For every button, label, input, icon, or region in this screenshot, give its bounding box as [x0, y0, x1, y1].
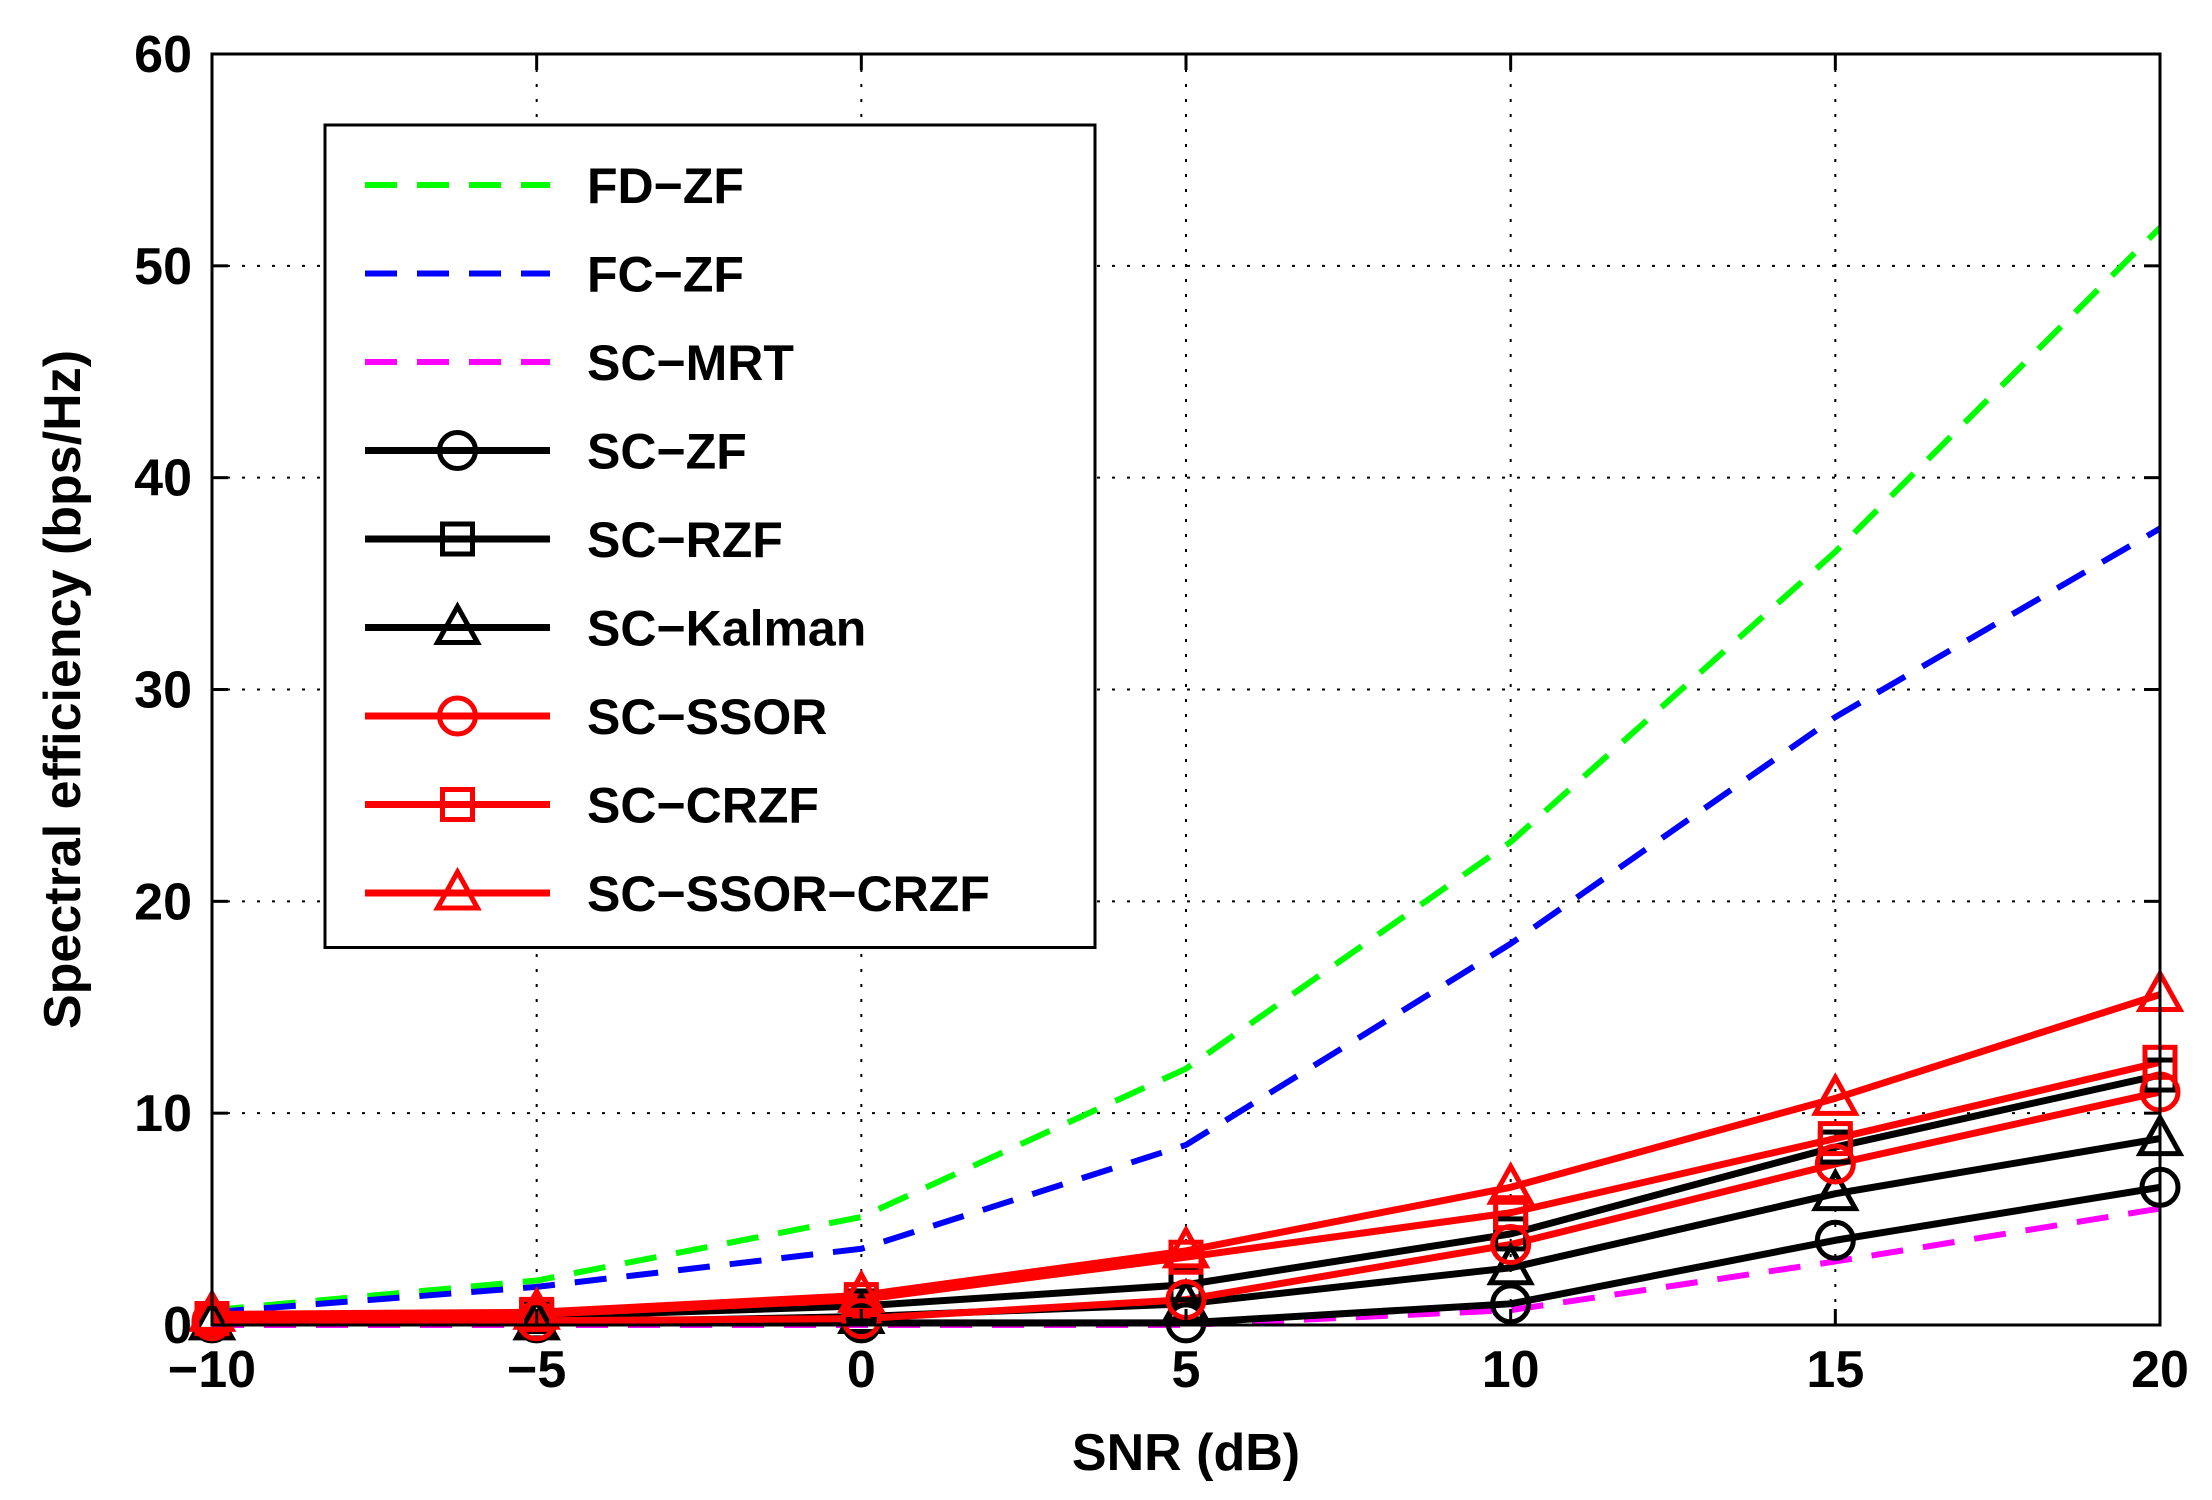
- legend-label-3: SC−MRT: [587, 335, 794, 391]
- legend-label-6: SC−Kalman: [587, 601, 866, 657]
- series-4-point: [1814, 1219, 1856, 1261]
- legend-label-5: SC−RZF: [587, 512, 783, 568]
- legend-label-7: SC−SSOR: [587, 689, 827, 745]
- legend-label-1: FD−ZF: [587, 158, 744, 214]
- legend-label-9: SC−SSOR−CRZF: [587, 866, 990, 922]
- legend-marker-9: [433, 866, 482, 911]
- y-axis-label: Spectral efficiency (bps/Hz): [34, 350, 92, 1029]
- series-line-1: [211, 225, 2163, 1314]
- x-tick-label: 5: [1172, 1341, 1201, 1399]
- legend-marker-7: [437, 695, 478, 737]
- legend-marker-6: [433, 601, 482, 645]
- legend-marker-4: [437, 430, 478, 471]
- y-tick-label: 0: [163, 1297, 192, 1355]
- legend-marker-8: [440, 787, 475, 822]
- series-9-point: [187, 1288, 237, 1332]
- series-7-point: [1814, 1143, 1856, 1185]
- series-9-point: [1486, 1161, 1535, 1205]
- series-6-point: [1486, 1241, 1535, 1286]
- x-tick-label: 20: [2131, 1341, 2189, 1399]
- series-4-point: [1165, 1302, 1207, 1344]
- legend-marker-5: [440, 521, 475, 557]
- series-9-point: [1811, 1072, 1860, 1116]
- y-tick-label: 40: [134, 450, 192, 508]
- series-6-point: [1811, 1167, 1860, 1212]
- x-tick-label: −10: [168, 1341, 256, 1399]
- x-tick-label: 10: [1482, 1341, 1540, 1399]
- series-7-point: [840, 1298, 882, 1340]
- series-8-point: [1493, 1195, 1529, 1231]
- legend: FD−ZF FC−ZF SC−MRT SC−ZF SC−RZF SC−Kalman SC−S…: [323, 123, 1097, 949]
- y-tick-label: 50: [134, 238, 192, 296]
- series-9-point: [1161, 1224, 1211, 1269]
- legend-label-2: FC−ZF: [587, 247, 744, 303]
- legend-label-8: SC−CRZF: [587, 778, 819, 834]
- legend-label-4: SC−ZF: [587, 424, 747, 480]
- y-tick-label: 30: [134, 662, 192, 720]
- y-tick-label: 60: [134, 26, 192, 84]
- x-tick-label: −5: [507, 1341, 566, 1399]
- x-tick-label: 15: [1806, 1341, 1864, 1399]
- x-tick-label: 0: [847, 1341, 876, 1399]
- y-tick-label: 20: [134, 873, 192, 931]
- axis-ticks: −10 −5 0 5 10 15 20 0 10 20 30 40 50 60: [134, 26, 2189, 1399]
- series-8-point: [1817, 1121, 1853, 1157]
- series-9-point: [512, 1286, 561, 1330]
- y-tick-label: 10: [134, 1085, 192, 1143]
- x-axis-label: SNR (dB): [1072, 1424, 1300, 1482]
